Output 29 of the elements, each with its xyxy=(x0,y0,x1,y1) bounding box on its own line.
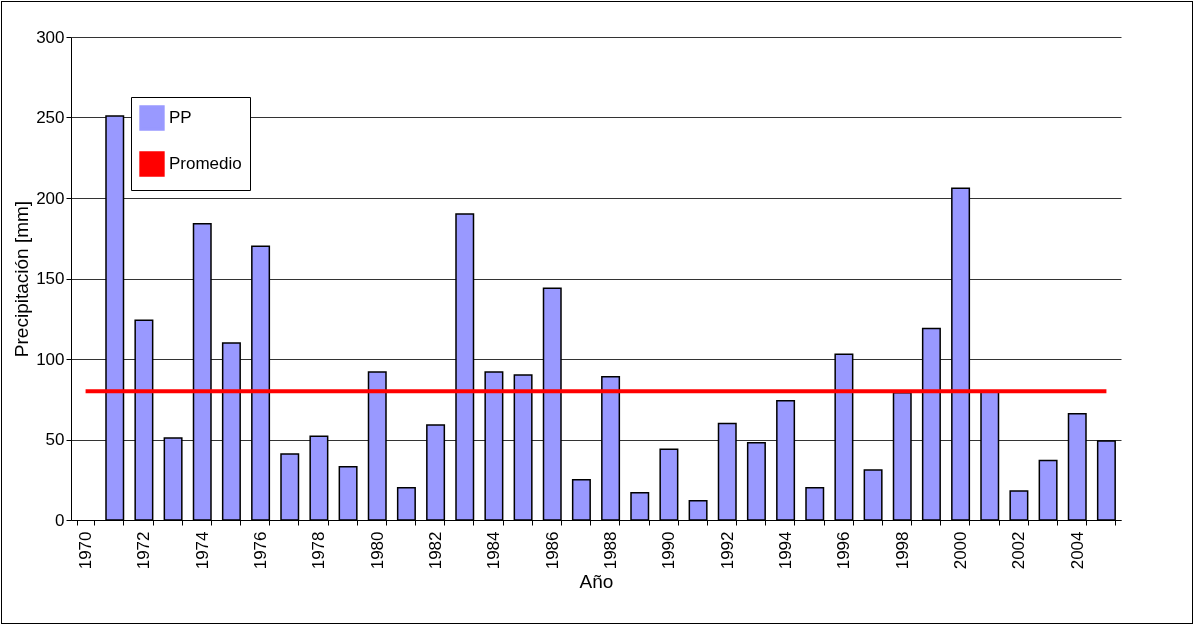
x-tick-label: 1992 xyxy=(717,531,737,570)
x-tick-label: 1990 xyxy=(659,531,679,570)
y-axis-title: Precipitación [mm] xyxy=(11,200,33,358)
y-tick-label: 300 xyxy=(36,27,65,47)
x-tick-label: 1982 xyxy=(426,531,446,570)
x-tick-label: 2000 xyxy=(951,531,971,570)
y-tick-label: 200 xyxy=(36,188,65,208)
x-tick-label: 2002 xyxy=(1009,531,1029,570)
y-tick-label: 0 xyxy=(55,510,65,530)
y-tick-label: 100 xyxy=(36,349,65,369)
x-tick-label: 1996 xyxy=(834,531,854,570)
x-tick-label: 1978 xyxy=(309,531,329,570)
legend-label: Promedio xyxy=(169,154,242,173)
legend-label: PP xyxy=(169,108,192,127)
x-tick-label: 1994 xyxy=(776,531,796,570)
y-tick-label: 150 xyxy=(36,269,65,288)
y-tick-label: 50 xyxy=(45,430,65,449)
x-axis-title: Año xyxy=(579,571,614,593)
x-tick-label: 1986 xyxy=(542,531,562,570)
x-tick-label: 1998 xyxy=(892,531,912,570)
x-tick-label: 1980 xyxy=(367,531,387,570)
x-tick-label: 1976 xyxy=(251,531,271,570)
x-tick-label: 2004 xyxy=(1067,531,1087,570)
x-tick-label: 1972 xyxy=(134,531,154,570)
x-tick-label: 1970 xyxy=(76,531,96,570)
x-tick-label: 1988 xyxy=(601,531,621,570)
x-tick-label: 1984 xyxy=(484,531,504,570)
y-tick-label: 250 xyxy=(36,108,65,127)
x-tick-label: 1974 xyxy=(192,531,212,570)
